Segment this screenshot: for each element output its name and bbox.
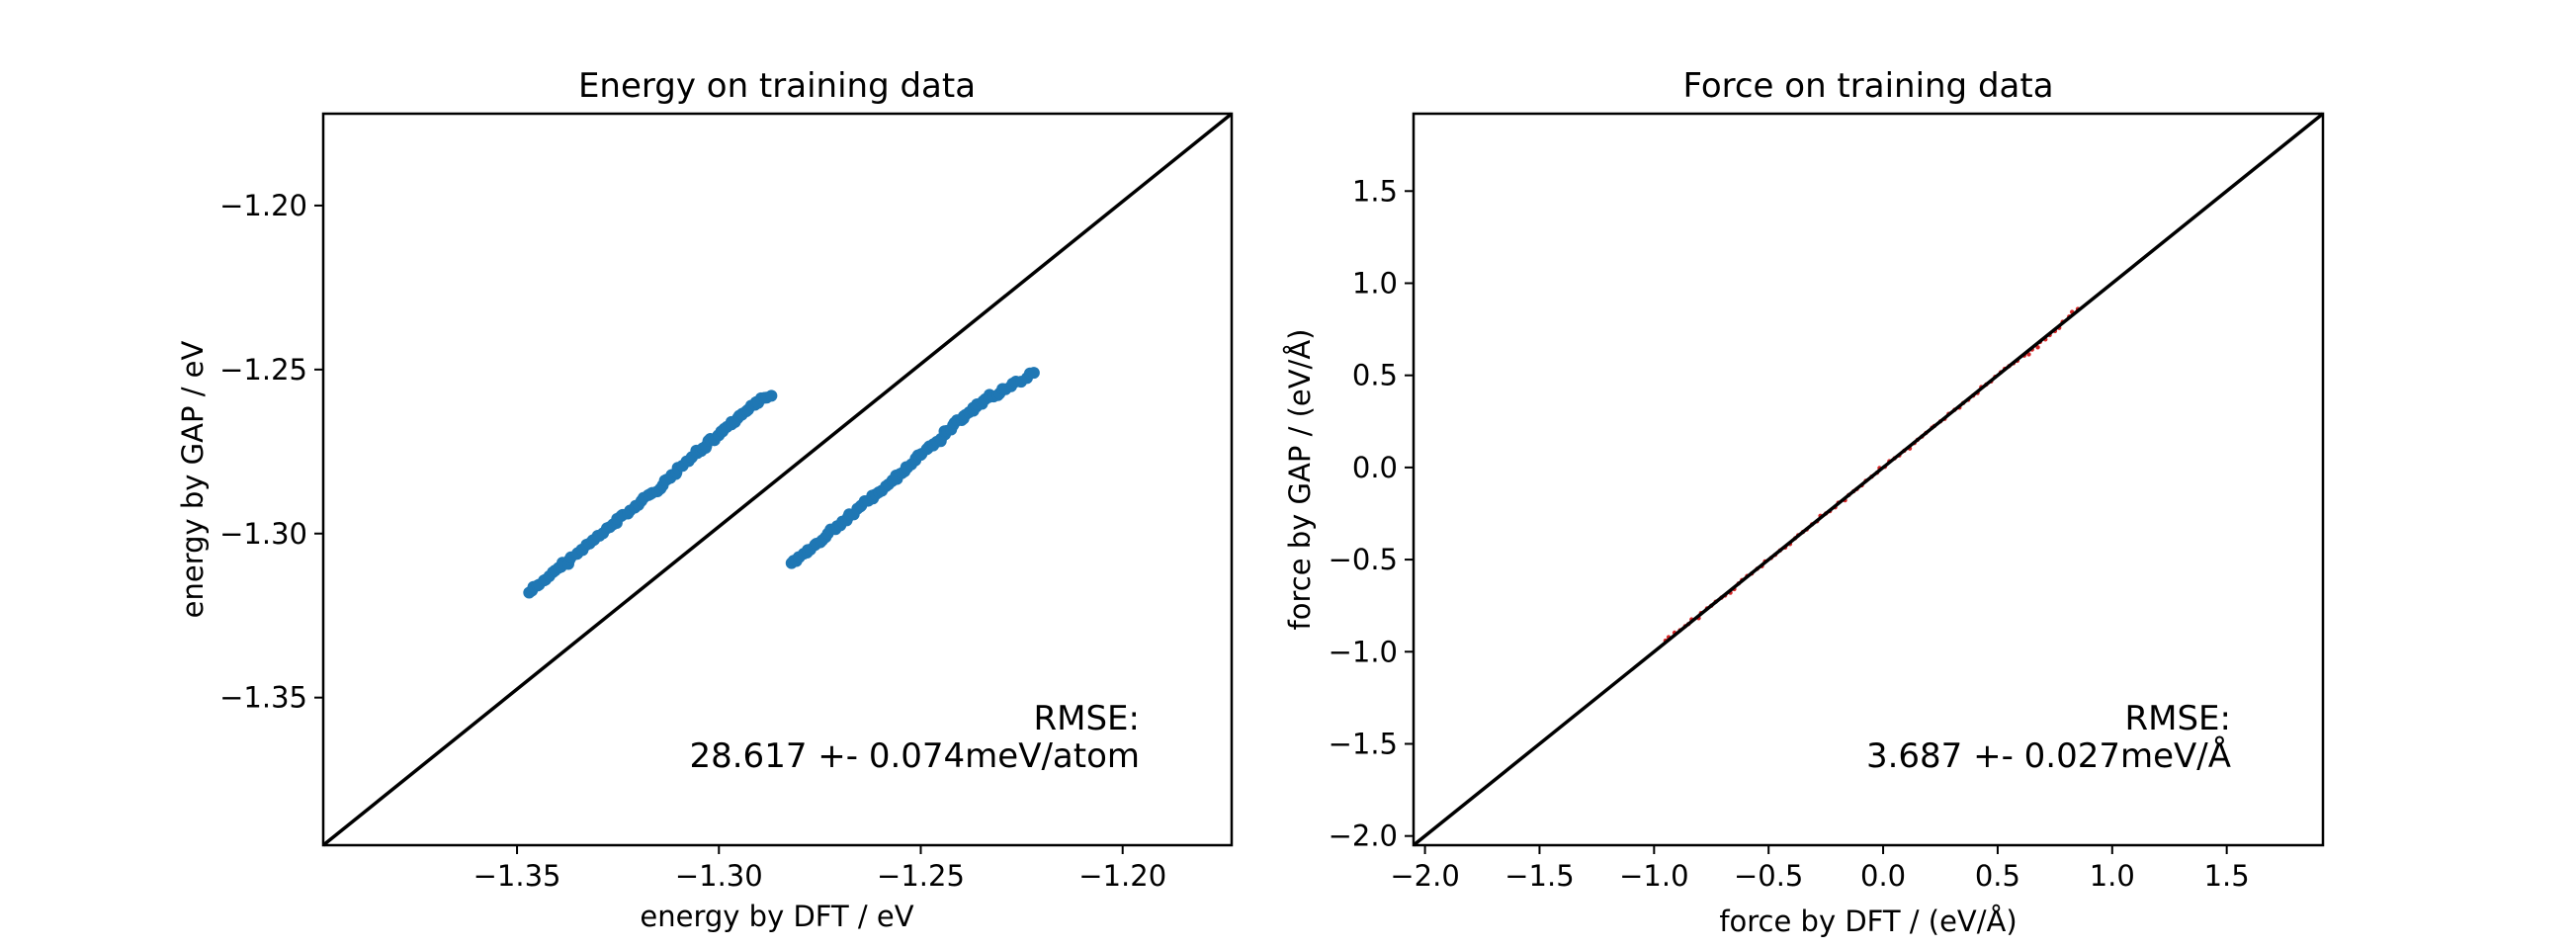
energy-x-tick-label: −1.35 bbox=[473, 859, 561, 893]
energy-y-axis-label: energy by GAP / eV bbox=[176, 340, 210, 618]
force-y-tick-label: 0.0 bbox=[1352, 451, 1398, 484]
energy-x-tick-label: −1.20 bbox=[1078, 859, 1166, 893]
energy-data-points bbox=[523, 367, 1040, 599]
energy-axes-frame bbox=[321, 112, 1234, 847]
force-axes-frame bbox=[1412, 112, 2325, 847]
force-x-tick-label: 1.5 bbox=[2204, 859, 2250, 893]
force-parity-line bbox=[1412, 112, 2325, 847]
force-x-tick-label: −0.5 bbox=[1734, 859, 1803, 893]
force-y-tick-label: −2.0 bbox=[1329, 820, 1398, 853]
force-data-point bbox=[2035, 345, 2040, 350]
force-panel: Force on training data 1.51.00.50.0−0.5−… bbox=[1283, 66, 2325, 938]
energy-y-tick-label: −1.35 bbox=[219, 681, 307, 715]
force-x-tick-label: −1.5 bbox=[1504, 859, 1574, 893]
energy-x-ticks: −1.35 −1.30 −1.25 −1.20 bbox=[473, 845, 1166, 893]
energy-rmse-label: RMSE: bbox=[1034, 699, 1140, 738]
force-x-tick-label: −2.0 bbox=[1390, 859, 1459, 893]
force-x-axis-label: force by DFT / (eV/Å) bbox=[1719, 905, 2017, 938]
force-y-tick-label: 1.5 bbox=[1352, 174, 1398, 208]
force-y-tick-label: 1.0 bbox=[1352, 266, 1398, 300]
force-x-ticks: −2.0 −1.5 −1.0 −0.5 0.0 0.5 1.0 1.5 bbox=[1390, 845, 2250, 893]
energy-x-tick-label: −1.30 bbox=[675, 859, 763, 893]
force-x-tick-label: 0.0 bbox=[1860, 859, 1906, 893]
force-chart-title: Force on training data bbox=[1682, 66, 2053, 106]
energy-panel: Energy on training data −1.20−1.25−1.30−… bbox=[176, 66, 1234, 933]
energy-data-point bbox=[765, 389, 778, 402]
energy-rmse-value: 28.617 +- 0.074meV/atom bbox=[689, 736, 1140, 776]
force-x-tick-label: 0.5 bbox=[1975, 859, 2020, 893]
energy-x-axis-label: energy by DFT / eV bbox=[640, 900, 913, 933]
force-y-tick-label: −1.5 bbox=[1329, 727, 1398, 760]
energy-chart-title: Energy on training data bbox=[578, 66, 976, 106]
energy-data-point bbox=[1027, 367, 1040, 380]
force-rmse-label: RMSE: bbox=[2125, 699, 2231, 738]
force-rmse-value: 3.687 +- 0.027meV/Å bbox=[1866, 735, 2231, 776]
energy-y-tick-label: −1.20 bbox=[219, 189, 307, 222]
force-y-tick-label: −1.0 bbox=[1329, 635, 1398, 668]
force-x-tick-label: 1.0 bbox=[2090, 859, 2135, 893]
energy-y-tick-label: −1.25 bbox=[219, 353, 307, 387]
energy-y-tick-label: −1.30 bbox=[219, 517, 307, 551]
force-y-ticks: 1.5 1.0 0.5 0.0 −0.5 −1.0 −1.5 −2.0 bbox=[1329, 174, 1414, 853]
force-x-tick-label: −1.0 bbox=[1619, 859, 1688, 893]
energy-parity-line bbox=[321, 112, 1234, 847]
energy-y-ticks: −1.20 −1.25 −1.30 −1.35 bbox=[219, 189, 323, 715]
force-y-tick-label: 0.5 bbox=[1352, 359, 1398, 392]
force-y-tick-label: −0.5 bbox=[1329, 543, 1398, 576]
energy-x-tick-label: −1.25 bbox=[877, 859, 965, 893]
force-y-axis-label: force by GAP / (eV/Å) bbox=[1283, 329, 1317, 631]
